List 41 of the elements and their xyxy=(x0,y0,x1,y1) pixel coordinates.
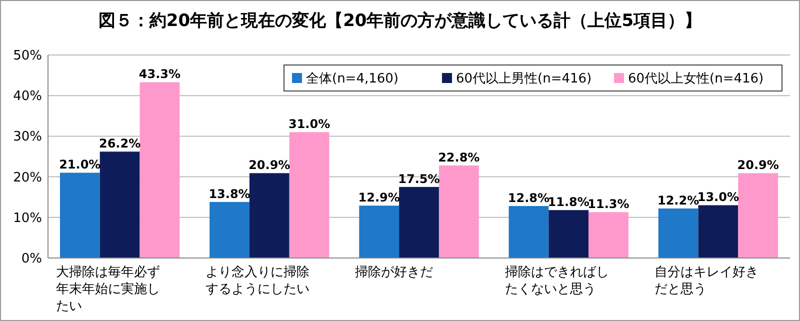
x-tick-label: 掃除はできればしたくないと思う xyxy=(504,265,609,297)
bar xyxy=(210,202,250,258)
bar xyxy=(289,132,330,258)
legend-label: 全体(n=4,160) xyxy=(306,72,398,86)
bar xyxy=(140,82,180,258)
y-tick-label: 20% xyxy=(13,170,42,186)
data-label: 12.8% xyxy=(508,191,550,206)
data-label: 20.9% xyxy=(248,158,290,172)
bar xyxy=(738,173,778,258)
x-tick-label: より念入りに掃除するようにしたい xyxy=(206,265,310,297)
bar xyxy=(588,212,628,258)
bar xyxy=(399,186,439,258)
data-label: 31.0% xyxy=(288,117,330,132)
data-label: 17.5% xyxy=(398,172,440,186)
y-tick-label: 10% xyxy=(13,210,42,226)
x-tick-label: 掃除が好きだ xyxy=(355,265,434,280)
bar xyxy=(658,208,698,258)
data-label: 20.9% xyxy=(737,158,779,172)
data-label: 22.8% xyxy=(438,150,480,164)
bar xyxy=(60,172,100,258)
bar xyxy=(438,165,479,258)
data-label: 11.8% xyxy=(548,195,590,210)
data-label: 26.2% xyxy=(98,136,141,151)
legend-label: 60代以上女性(n=416) xyxy=(628,72,764,86)
data-label: 43.3% xyxy=(138,67,181,82)
y-tick-label: 50% xyxy=(13,48,42,64)
data-label: 12.2% xyxy=(657,193,700,208)
y-tick-label: 40% xyxy=(13,89,42,104)
bar xyxy=(508,206,549,258)
bar xyxy=(548,210,589,258)
bar xyxy=(359,206,400,258)
data-label: 11.3% xyxy=(588,197,630,212)
x-tick-label: 自分はキレイ好きだと思う xyxy=(654,265,758,297)
x-tick-label: 大掃除は毎年必ず年末年始に実施したい xyxy=(56,265,160,314)
bar xyxy=(100,152,140,258)
y-tick-label: 30% xyxy=(13,130,42,145)
bar xyxy=(698,205,738,258)
y-tick-label: 0% xyxy=(21,252,42,266)
bar xyxy=(249,173,290,258)
legend-label: 60代以上男性(n=416) xyxy=(456,72,592,86)
chart-title: 図５：約20年前と現在の変化【20年前の方が意識している計（上位5項目）】 xyxy=(98,11,702,31)
